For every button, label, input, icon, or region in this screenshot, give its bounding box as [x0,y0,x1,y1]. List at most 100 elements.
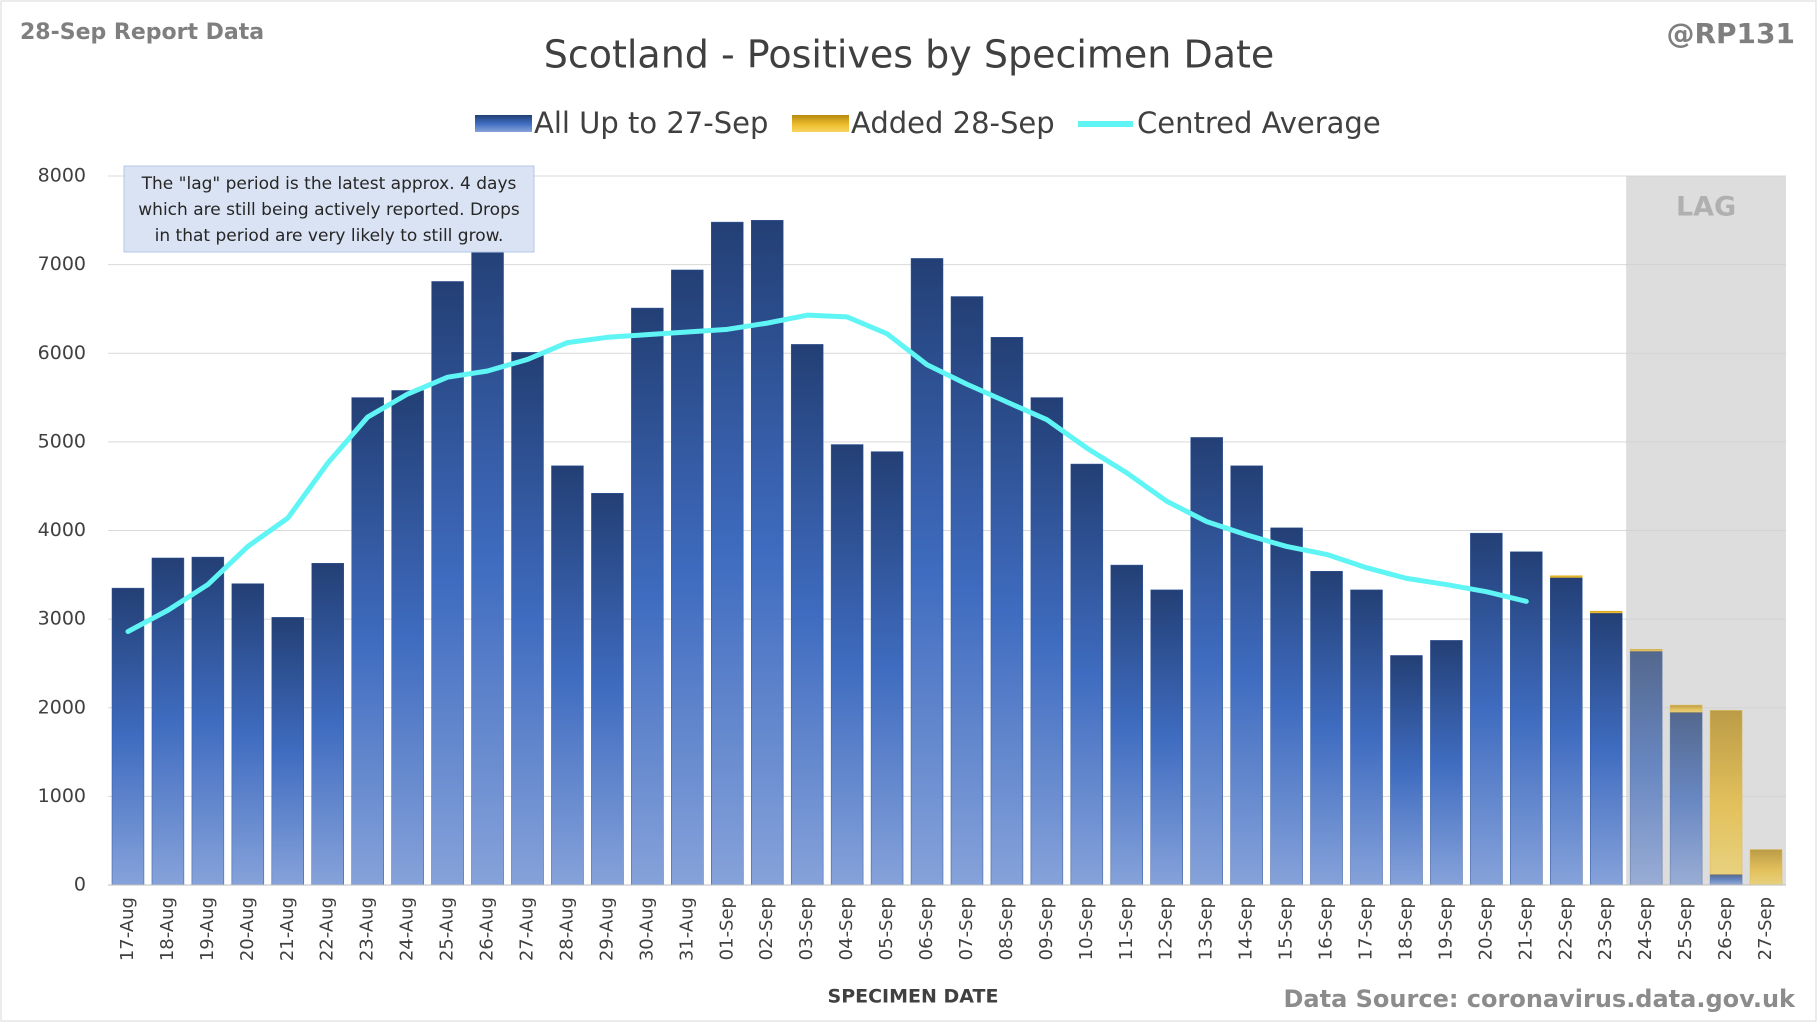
bar [750,220,784,886]
x-tick-label: 27-Sep [1755,897,1776,960]
bar [631,307,664,886]
bar [311,563,344,886]
y-tick-label: 4000 [38,519,86,541]
x-tick-label: 22-Sep [1555,897,1576,960]
bar [271,617,305,886]
bar [111,587,145,886]
note-line: in that period are very likely to still … [155,226,504,246]
note-line: which are still being actively reported.… [138,200,520,220]
y-tick-label: 7000 [38,253,86,275]
x-tick-label: 20-Aug [237,897,258,961]
legend-label: Centred Average [1137,106,1381,140]
bar [1110,564,1144,886]
legend-label: Added 28-Sep [851,106,1055,140]
x-tick-label: 09-Sep [1036,897,1057,960]
bar [1510,551,1543,886]
bar [1350,589,1383,886]
bar [1629,649,1663,652]
x-tick-label: 25-Aug [437,897,458,961]
bar [711,221,744,886]
source: Data Source: coronavirus.data.gov.uk [1284,985,1797,1013]
y-tick-label: 1000 [38,785,86,807]
bar [1550,575,1583,578]
bar [431,281,464,886]
bar [950,296,984,886]
bar [1030,397,1064,886]
x-tick-label: 23-Aug [357,897,378,961]
bar [990,337,1024,886]
x-tick-label: 16-Sep [1316,897,1337,960]
bar [1709,710,1743,875]
y-tick-label: 0 [74,874,86,896]
lag-overlay [1626,176,1786,885]
bar [1310,571,1343,886]
y-tick-label: 6000 [38,342,86,364]
x-tick-label: 26-Aug [477,897,498,961]
bar [391,390,424,886]
bar [1589,612,1623,886]
bar [191,556,225,886]
bar [1430,640,1463,886]
bar [1070,463,1104,886]
x-tick-label: 28-Aug [556,897,577,961]
bar [671,269,704,886]
x-tick-label: 01-Sep [716,897,737,960]
chart-title: Scotland - Positives by Specimen Date [544,33,1275,77]
bar [870,451,904,886]
note-line: The "lag" period is the latest approx. 4… [141,174,517,194]
average-line [125,312,1529,635]
bar [1150,589,1183,886]
x-tick-label: 18-Sep [1395,897,1416,960]
x-tick-label: 08-Sep [996,897,1017,960]
x-tick-label: 21-Sep [1515,897,1536,960]
x-tick-label: 23-Sep [1595,897,1616,960]
bar [231,583,265,886]
y-tick-label: 2000 [38,696,86,718]
x-tick-label: 19-Sep [1435,897,1456,960]
x-tick-label: 25-Sep [1675,897,1696,960]
x-tick-label: 14-Sep [1236,897,1257,960]
x-tick-label: 19-Aug [197,897,218,961]
x-tick-label: 24-Sep [1635,897,1656,960]
lag-label: LAG [1676,192,1736,223]
x-tick-label: 07-Sep [956,897,977,960]
x-tick-label: 03-Sep [796,897,817,960]
handle: @RP131 [1666,17,1795,50]
legend-label: All Up to 27-Sep [534,106,768,140]
bar [1390,655,1423,886]
bar [1669,711,1703,886]
bar [511,352,544,886]
header: 28-Sep Report Data [20,20,264,45]
bar [351,397,384,886]
x-tick-label: 20-Sep [1475,897,1496,960]
x-tick-label: 26-Sep [1715,897,1736,960]
x-tick-label: 05-Sep [876,897,897,960]
bar [830,444,864,886]
bar [910,258,944,886]
x-tick-label: 29-Aug [596,897,617,961]
x-tick-label: 21-Aug [277,897,298,961]
legend-swatch [792,115,849,132]
bar [790,344,824,886]
x-tick-label: 22-Aug [317,897,338,961]
x-tick-label: 06-Sep [916,897,937,960]
x-tick-label: 18-Aug [157,897,178,961]
bar [1669,704,1703,713]
bar [1190,437,1223,886]
bar [1749,849,1783,886]
x-tick-label: 27-Aug [517,897,538,961]
bar [591,493,624,886]
legend-swatch [475,115,532,132]
bar [1550,577,1583,886]
bar [551,465,584,886]
bar [1270,527,1303,886]
x-tick-label: 30-Aug [636,897,657,961]
x-tick-label: 04-Sep [836,897,857,960]
bar [1589,610,1623,614]
x-tick-label: 17-Aug [117,897,138,961]
y-tick-label: 8000 [38,165,86,187]
x-tick-label: 31-Aug [676,897,697,961]
bar [1470,532,1503,886]
x-tick-label: 13-Sep [1196,897,1217,960]
